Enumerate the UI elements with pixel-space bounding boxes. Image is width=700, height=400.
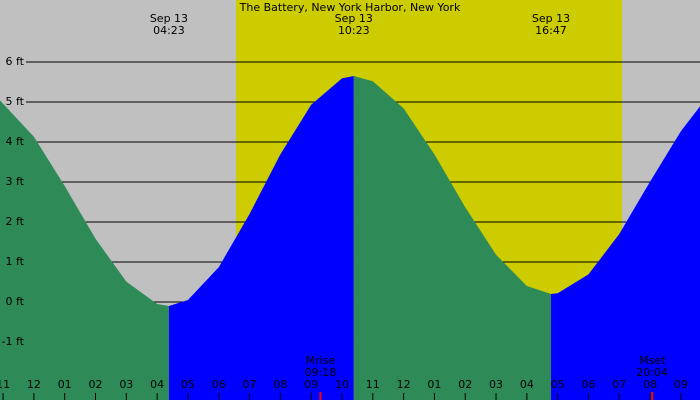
event-time: 10:23	[338, 24, 370, 37]
x-tick-label: 04	[150, 378, 164, 391]
x-tick-label: 06	[581, 378, 595, 391]
x-tick-label: 11	[0, 378, 10, 391]
y-tick-label: 5 ft	[6, 95, 25, 108]
event-date: Sep 13	[532, 12, 570, 25]
x-tick-label: 08	[273, 378, 287, 391]
x-tick-label: 02	[458, 378, 472, 391]
event-date: Sep 13	[335, 12, 373, 25]
y-tick-label: 0 ft	[6, 295, 25, 308]
x-tick-label: 07	[243, 378, 257, 391]
x-tick-label: 12	[27, 378, 41, 391]
y-tick-label: 1 ft	[6, 255, 25, 268]
x-tick-label: 05	[181, 378, 195, 391]
y-tick-label: 4 ft	[6, 135, 25, 148]
y-tick-label: -1 ft	[2, 335, 25, 348]
x-tick-label: 09	[674, 378, 688, 391]
chart-title: The Battery, New York Harbor, New York	[239, 1, 461, 14]
tide-area	[0, 100, 169, 400]
moon-label: Mrise	[306, 354, 336, 367]
tide-area	[353, 76, 551, 400]
x-tick-label: 10	[335, 378, 349, 391]
event-date: Sep 13	[150, 12, 188, 25]
x-tick-label: 01	[427, 378, 441, 391]
x-tick-label: 06	[212, 378, 226, 391]
moon-time: 09:18	[305, 366, 337, 379]
x-tick-label: 12	[397, 378, 411, 391]
y-tick-label: 6 ft	[6, 55, 25, 68]
y-tick-label: 3 ft	[6, 175, 25, 188]
event-time: 04:23	[153, 24, 185, 37]
x-tick-label: 05	[551, 378, 565, 391]
x-tick-label: 11	[366, 378, 380, 391]
event-time: 16:47	[535, 24, 567, 37]
x-tick-label: 02	[89, 378, 103, 391]
x-tick-label: 03	[489, 378, 503, 391]
y-tick-label: 2 ft	[6, 215, 25, 228]
moon-time: 20:04	[636, 366, 668, 379]
moon-label: Mset	[639, 354, 666, 367]
tide-area	[168, 76, 354, 400]
x-tick-label: 08	[643, 378, 657, 391]
tide-area	[550, 106, 700, 400]
x-tick-label: 03	[119, 378, 133, 391]
x-tick-label: 07	[612, 378, 626, 391]
x-tick-label: 09	[304, 378, 318, 391]
x-tick-label: 04	[520, 378, 534, 391]
x-tick-label: 01	[58, 378, 72, 391]
